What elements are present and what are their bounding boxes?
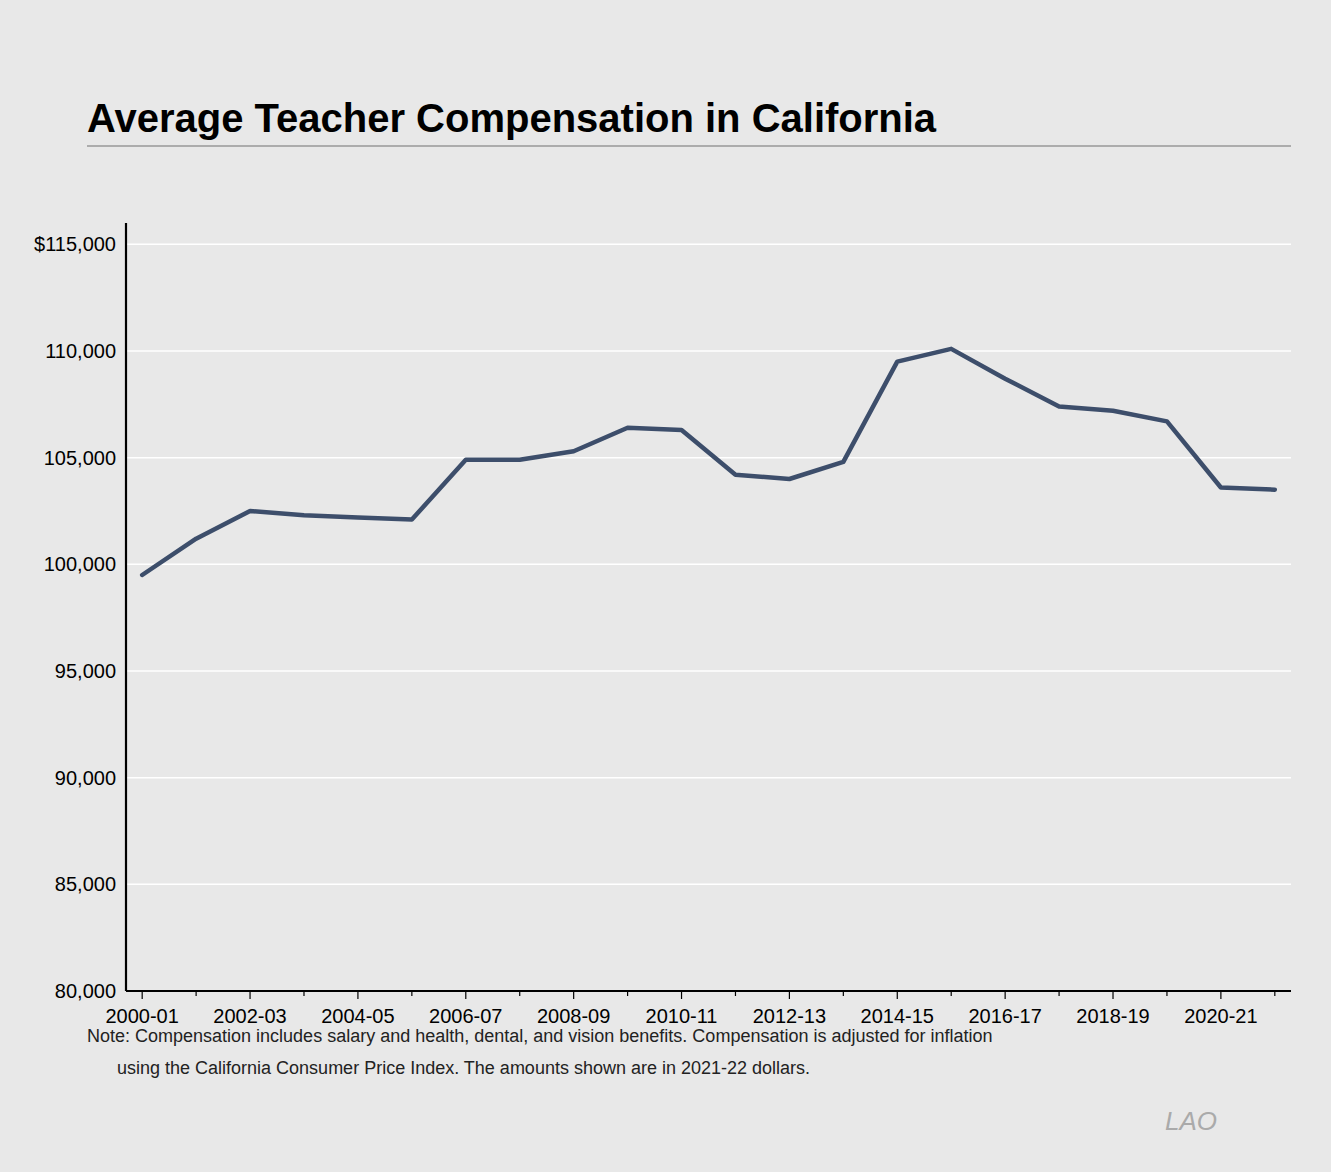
- annotation: using the California Consumer Price Inde…: [87, 1058, 810, 1078]
- y-tick-label: 105,000: [44, 447, 116, 469]
- x-axis: [126, 990, 1291, 992]
- grid-line: [126, 670, 1291, 672]
- x-tick-label: 2008-09: [537, 1005, 610, 1027]
- x-tick-label: 2006-07: [429, 1005, 502, 1027]
- x-tick-label: 2010-11: [646, 1005, 718, 1027]
- y-tick-label: 85,000: [55, 873, 116, 895]
- title: Average Teacher Compensation in Californ…: [87, 96, 937, 140]
- grid: [126, 244, 1291, 991]
- x-tick: [1112, 991, 1113, 999]
- x-tick: [249, 991, 250, 999]
- x-tick: [519, 991, 520, 996]
- chart: Average Teacher Compensation in Californ…: [0, 0, 1331, 1172]
- grid-line: [126, 457, 1291, 459]
- x-tick: [1005, 991, 1006, 999]
- x-tick: [951, 991, 952, 996]
- x-tick-label: 2004-05: [321, 1005, 394, 1027]
- x-tick: [303, 991, 304, 996]
- annotation: Note: Compensation includes salary and h…: [87, 1026, 993, 1046]
- x-tick: [789, 991, 790, 999]
- annotation: LAO: [1165, 1106, 1217, 1136]
- x-tick-label: 2000-01: [105, 1005, 178, 1027]
- x-tick-label: 2016-17: [968, 1005, 1041, 1027]
- x-tick: [573, 991, 574, 999]
- x-tick: [1220, 991, 1221, 999]
- y-tick-label: 80,000: [55, 980, 116, 1002]
- x-tick-label: 2002-03: [213, 1005, 286, 1027]
- x-tick: [196, 991, 197, 996]
- x-tick: [1274, 991, 1275, 996]
- x-tick: [142, 991, 143, 999]
- x-tick: [627, 991, 628, 996]
- y-tick-label: 100,000: [44, 553, 116, 575]
- y-tick-label: 110,000: [45, 340, 116, 362]
- grid-line: [126, 884, 1291, 886]
- x-tick: [1166, 991, 1167, 996]
- x-tick: [357, 991, 358, 999]
- y-tick-label: $115,000: [34, 233, 116, 255]
- y-axis: [125, 223, 127, 991]
- x-tick: [1058, 991, 1059, 996]
- y-tick-label: 95,000: [55, 660, 116, 682]
- grid-line: [126, 564, 1291, 566]
- x-tick-label: 2020-21: [1184, 1005, 1257, 1027]
- background: [0, 0, 1331, 1172]
- grid-line: [126, 777, 1291, 779]
- line: [142, 349, 1275, 575]
- x-tick: [411, 991, 412, 996]
- x-tick: [681, 991, 682, 999]
- y-tick-label: 90,000: [55, 767, 116, 789]
- plot-area: [142, 349, 1275, 575]
- x-tick: [465, 991, 466, 999]
- x-tick-label: 2018-19: [1076, 1005, 1149, 1027]
- x-tick: [843, 991, 844, 996]
- grid-line: [126, 244, 1291, 246]
- grid-line: [126, 350, 1291, 352]
- x-tick-label: 2012-13: [753, 1005, 826, 1027]
- grid-line: [126, 990, 1291, 992]
- x-tick-label: 2014-15: [861, 1005, 934, 1027]
- x-tick: [897, 991, 898, 999]
- x-tick: [735, 991, 736, 996]
- separator: [87, 145, 1291, 147]
